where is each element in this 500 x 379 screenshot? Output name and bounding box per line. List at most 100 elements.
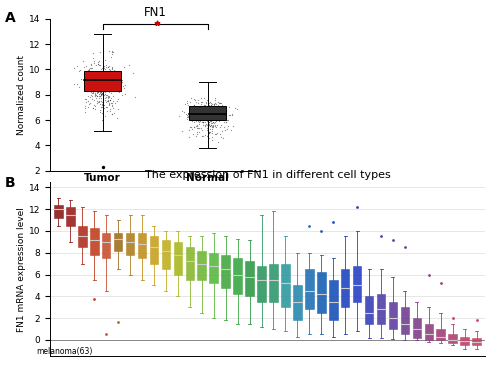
Point bbox=[88, 89, 96, 96]
Point bbox=[377, 233, 385, 240]
Point bbox=[82, 103, 90, 109]
Point bbox=[94, 76, 102, 82]
Point bbox=[198, 101, 205, 107]
Point bbox=[106, 94, 114, 100]
Point bbox=[92, 83, 100, 89]
Point bbox=[186, 124, 194, 130]
Point bbox=[199, 109, 207, 115]
Title: FN1: FN1 bbox=[144, 6, 167, 19]
Point bbox=[194, 110, 202, 116]
Point bbox=[106, 100, 114, 106]
Point bbox=[94, 61, 102, 67]
Point bbox=[205, 100, 213, 106]
Point bbox=[99, 94, 107, 100]
Point bbox=[92, 92, 100, 99]
Point bbox=[201, 111, 209, 117]
Point bbox=[90, 76, 98, 82]
Point bbox=[204, 104, 212, 110]
Point bbox=[98, 67, 106, 74]
Point bbox=[105, 77, 113, 83]
Point bbox=[95, 81, 103, 87]
Point bbox=[201, 106, 209, 113]
Point bbox=[186, 110, 194, 116]
Point bbox=[92, 72, 100, 78]
Point bbox=[109, 49, 117, 55]
Point bbox=[211, 107, 219, 113]
Point bbox=[84, 67, 92, 73]
Point bbox=[102, 331, 110, 338]
Point bbox=[183, 100, 191, 106]
Point bbox=[88, 62, 96, 68]
Point bbox=[192, 108, 200, 114]
Point bbox=[101, 76, 109, 82]
Point bbox=[88, 76, 96, 82]
Point bbox=[203, 127, 211, 133]
Point bbox=[206, 118, 214, 124]
Point bbox=[97, 99, 105, 105]
Point bbox=[202, 106, 209, 113]
Point bbox=[96, 78, 104, 84]
Point bbox=[105, 66, 113, 72]
Point bbox=[206, 102, 214, 108]
Bar bbox=[54, 205, 62, 218]
Point bbox=[93, 70, 101, 77]
Point bbox=[102, 99, 110, 105]
Text: melanoma(63): melanoma(63) bbox=[36, 347, 92, 356]
Point bbox=[208, 134, 216, 140]
Point bbox=[206, 112, 214, 118]
Point bbox=[82, 99, 90, 105]
Point bbox=[200, 114, 208, 121]
Point bbox=[211, 122, 219, 128]
Point bbox=[209, 122, 217, 128]
Point bbox=[108, 49, 116, 55]
Point bbox=[94, 91, 102, 97]
Point bbox=[126, 62, 134, 68]
Point bbox=[91, 91, 99, 97]
Point bbox=[210, 119, 218, 125]
Y-axis label: Normalized count: Normalized count bbox=[17, 55, 26, 135]
Point bbox=[108, 51, 116, 57]
Point bbox=[98, 91, 106, 97]
Point bbox=[92, 82, 100, 88]
Point bbox=[202, 103, 210, 109]
Point bbox=[200, 104, 207, 110]
Point bbox=[86, 61, 94, 67]
Point bbox=[190, 96, 198, 102]
Point bbox=[184, 113, 192, 119]
Point bbox=[104, 76, 112, 82]
Point bbox=[90, 58, 98, 64]
Point bbox=[198, 113, 206, 119]
Point bbox=[81, 88, 89, 94]
Point bbox=[100, 88, 108, 94]
Point bbox=[389, 236, 397, 243]
Bar bbox=[424, 324, 433, 340]
Point bbox=[228, 112, 236, 118]
Point bbox=[192, 118, 200, 124]
Point bbox=[108, 103, 116, 109]
Point bbox=[212, 124, 220, 130]
Point bbox=[216, 100, 224, 106]
Point bbox=[72, 81, 80, 87]
Point bbox=[205, 130, 213, 136]
Point bbox=[97, 86, 105, 92]
Point bbox=[180, 109, 188, 115]
Point bbox=[206, 113, 214, 119]
Point bbox=[103, 88, 111, 94]
Point bbox=[98, 117, 106, 123]
Point bbox=[210, 104, 218, 110]
Point bbox=[100, 88, 108, 94]
Point bbox=[194, 106, 202, 112]
Point bbox=[194, 121, 202, 127]
Point bbox=[75, 67, 83, 74]
Point bbox=[78, 58, 86, 64]
Point bbox=[210, 106, 218, 112]
Point bbox=[196, 117, 203, 123]
Point bbox=[96, 86, 104, 92]
Point bbox=[187, 115, 195, 121]
Point bbox=[108, 74, 116, 80]
Bar bbox=[293, 285, 302, 320]
Point bbox=[99, 82, 107, 88]
Point bbox=[197, 99, 205, 105]
Point bbox=[187, 113, 195, 119]
Point bbox=[96, 68, 104, 74]
